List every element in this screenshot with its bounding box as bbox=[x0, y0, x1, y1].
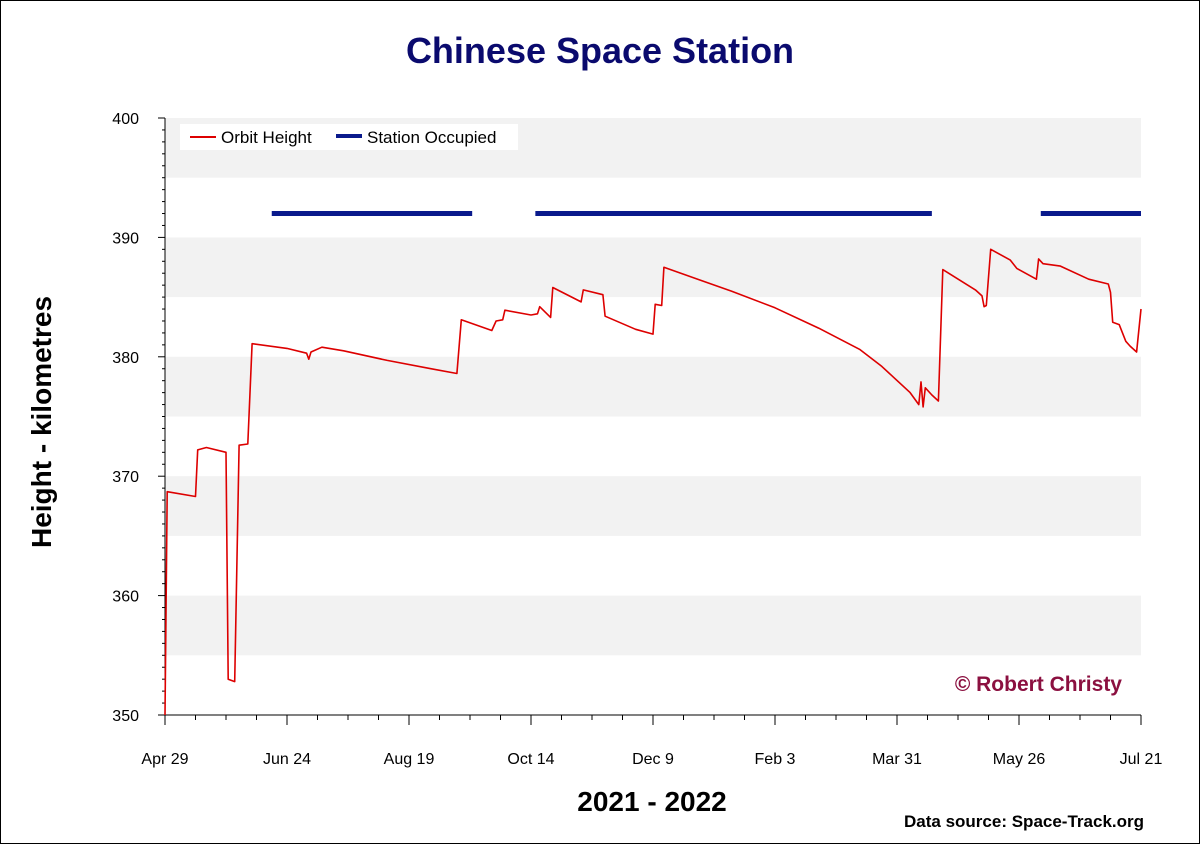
series-orbit-height bbox=[164, 248, 1142, 716]
x-tick-label: Mar 31 bbox=[872, 751, 922, 768]
x-tick-label: May 26 bbox=[993, 751, 1046, 768]
x-tick-label: Aug 19 bbox=[384, 751, 435, 768]
legend-label-station-occupied: Station Occupied bbox=[367, 128, 496, 147]
y-tick-label: 360 bbox=[112, 589, 139, 606]
copyright-note: © Robert Christy bbox=[955, 673, 1122, 696]
x-tick-labels: Apr 29 Jun 24 Aug 19 Oct 14 Dec 9 Feb 3 Mar 31… bbox=[141, 751, 1162, 768]
grid-band bbox=[165, 356, 1141, 417]
legend-label-orbit-height: Orbit Height bbox=[221, 128, 312, 147]
x-tick-label: Oct 14 bbox=[507, 751, 554, 768]
y-tick-label: 390 bbox=[112, 230, 139, 247]
grid-bands bbox=[165, 118, 1141, 656]
x-tick-label: Jul 21 bbox=[1120, 751, 1163, 768]
grid-band bbox=[165, 476, 1141, 536]
x-tick-label: Dec 9 bbox=[632, 751, 674, 768]
grid-band bbox=[165, 595, 1141, 656]
y-tick-labels: 350 360 370 380 390 400 bbox=[112, 111, 139, 725]
y-tick-label: 370 bbox=[112, 469, 139, 486]
x-tick-label: Apr 29 bbox=[141, 751, 188, 768]
axes bbox=[158, 117, 1142, 725]
x-tick-label: Feb 3 bbox=[755, 751, 796, 768]
x-tick-label: Jun 24 bbox=[263, 751, 311, 768]
orbit-height-line bbox=[164, 248, 1142, 716]
chart-title: Chinese Space Station bbox=[405, 30, 795, 71]
y-tick-label: 400 bbox=[112, 111, 139, 128]
x-axis-label: 2021 - 2022 bbox=[577, 786, 727, 817]
grid-band bbox=[165, 237, 1141, 298]
y-tick-label: 350 bbox=[112, 708, 139, 725]
legend: Orbit Height Station Occupied bbox=[180, 124, 518, 150]
y-tick-label: 380 bbox=[112, 350, 139, 367]
data-source-note: Data source: Space-Track.org bbox=[904, 812, 1144, 831]
